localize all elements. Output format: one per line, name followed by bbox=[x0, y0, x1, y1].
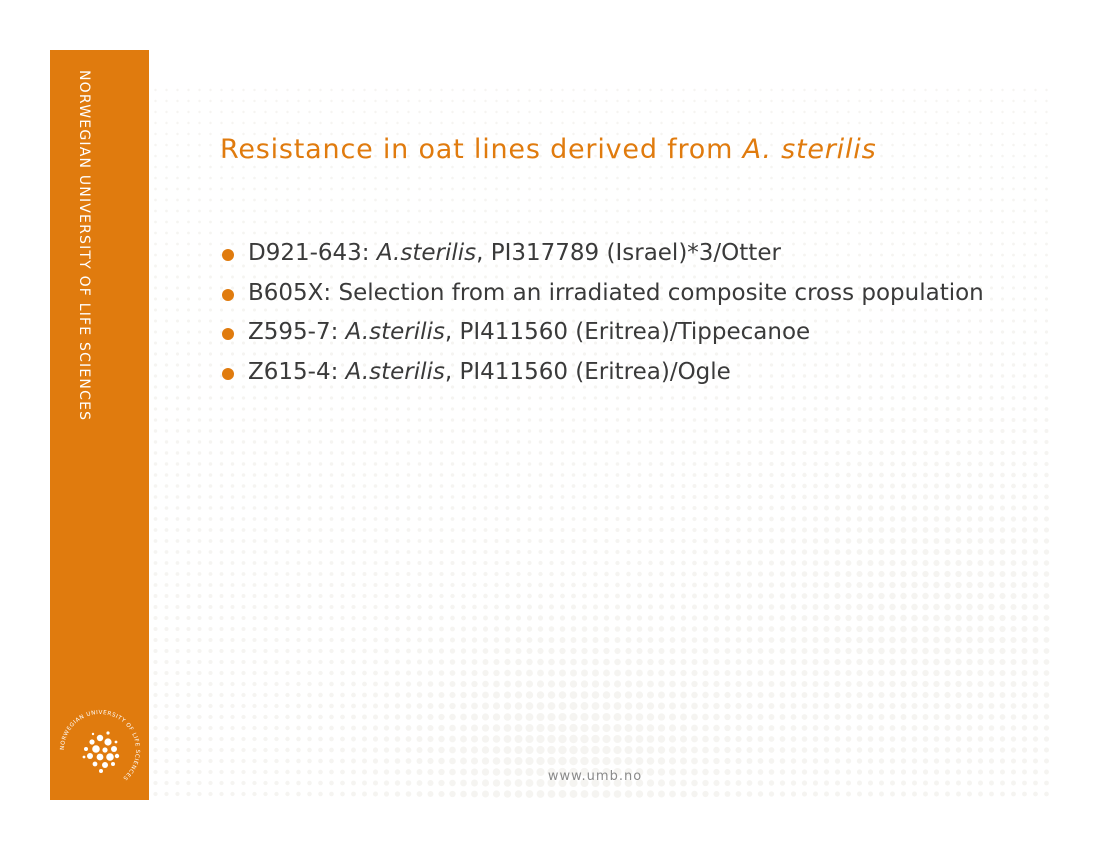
line-species: A.sterilis bbox=[345, 319, 445, 345]
line-detail: , PI411560 (Eritrea)/Tippecanoe bbox=[444, 319, 811, 345]
footer-url: www.umb.no bbox=[547, 769, 643, 784]
university-name: NORWEGIAN UNIVERSITY OF LIFE SCIENCES bbox=[76, 70, 92, 422]
list-item: D921-643: A.sterilis, PI317789 (Israel)*… bbox=[220, 236, 984, 276]
university-logo-icon: NORWEGIAN UNIVERSITY OF LIFE SCIENCES bbox=[60, 710, 140, 781]
sidebar: NORWEGIAN UNIVERSITY OF LIFE SCIENCES NO… bbox=[50, 50, 149, 800]
line-species: A.sterilis bbox=[345, 358, 445, 385]
slide-title: Resistance in oat lines derived from A. … bbox=[220, 134, 876, 165]
title-species: A. sterilis bbox=[742, 134, 877, 165]
line-code: B605X: bbox=[248, 279, 339, 306]
bullet-icon bbox=[222, 249, 234, 261]
bullet-icon bbox=[222, 367, 234, 380]
bullet-list: D921-643: A.sterilis, PI317789 (Israel)*… bbox=[220, 236, 984, 394]
bullet-icon bbox=[222, 288, 234, 301]
slide: NORWEGIAN UNIVERSITY OF LIFE SCIENCES NO… bbox=[50, 50, 1050, 800]
bullet-icon bbox=[222, 328, 234, 340]
list-item: Z595-7: A.sterilis, PI411560 (Eritrea)/T… bbox=[220, 315, 984, 355]
title-text: Resistance in oat lines derived from bbox=[220, 134, 743, 165]
line-code: D921-643: bbox=[248, 240, 377, 266]
list-item: Z615-4: A.sterilis, PI411560 (Eritrea)/O… bbox=[220, 355, 984, 395]
line-code: Z615-4: bbox=[248, 358, 346, 385]
line-species: A.sterilis bbox=[376, 240, 477, 266]
line-code: Z595-7: bbox=[248, 319, 346, 345]
halftone-background bbox=[153, 88, 1050, 798]
line-detail: Selection from an irradiated composite c… bbox=[338, 279, 984, 306]
line-detail: , PI317789 (Israel)*3/Otter bbox=[476, 240, 781, 266]
line-detail: , PI411560 (Eritrea)/Ogle bbox=[444, 358, 731, 385]
list-item: B605X: Selection from an irradiated comp… bbox=[220, 276, 984, 316]
